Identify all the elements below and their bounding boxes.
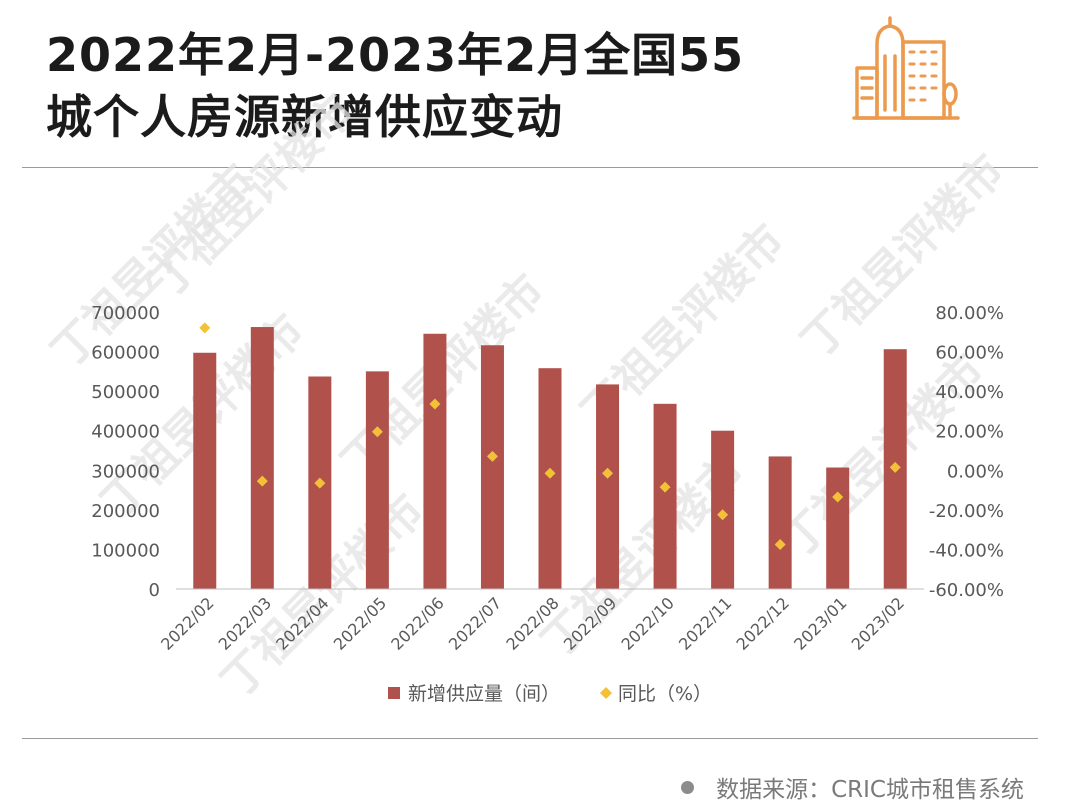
chart-title: 2022年2月-2023年2月全国55 城个人房源新增供应变动 [46,24,744,148]
yoy-marker-2022/09 [602,467,614,479]
x-tick-label: 2023/01 [790,593,850,653]
bar-2022/09 [596,384,620,589]
y-right-tick-label: 80.00% [935,303,1004,324]
title-line-2: 城个人房源新增供应变动 [46,90,563,144]
yoy-marker-2022/03 [256,475,268,487]
y-right-tick-label: -40.00% [929,540,1004,561]
source-text: 数据来源：CRIC城市租售系统 [716,777,1024,803]
bar-series [193,327,907,589]
y-left-tick-label: 500000 [91,382,160,403]
y-right-tick-label: 20.00% [935,422,1004,443]
yoy-marker-2022/07 [486,450,498,462]
bar-2022/05 [365,371,389,589]
yoy-marker-2022/11 [717,509,729,521]
yoy-marker-2022/12 [774,538,786,550]
bar-2023/01 [826,467,850,589]
source-note: 数据来源：CRIC城市租售系统 [681,770,1024,804]
title-line-1: 2022年2月-2023年2月全国55 [46,28,745,82]
yoy-marker-2023/01 [832,491,844,503]
yoy-marker-2022/10 [659,481,671,493]
x-tick-label: 2022/07 [445,593,505,653]
bar-2022/07 [480,345,504,589]
y-axis-right-ticks: -60.00% -40.00% -20.00% 0.00% 20.00% 40.00% 60… [929,303,1004,601]
legend-marker-swatch [600,687,612,699]
y-left-tick-label: 700000 [91,303,160,324]
y-right-tick-label: 0.00% [947,461,1004,482]
yoy-marker-2022/04 [314,477,326,489]
legend: 新增供应量（间） 同比（%） [388,683,712,705]
yoy-marker-2022/05 [371,426,383,438]
y-axis-left-ticks: 0 100000 200000 300000 400000 500000 600000 700… [91,303,160,601]
x-tick-label: 2022/11 [675,593,735,653]
y-left-tick-label: 200000 [91,501,160,522]
y-right-tick-label: 40.00% [935,382,1004,403]
x-tick-label: 2022/02 [157,593,217,653]
y-left-tick-label: 300000 [91,461,160,482]
bar-2022/03 [250,327,274,589]
yoy-series [199,322,901,550]
watermark-text: 丁祖昱评楼市 [772,345,995,568]
legend-bar-label: 新增供应量（间） [408,683,560,705]
bar-2022/10 [653,403,677,589]
x-tick-label: 2022/06 [387,593,447,653]
legend-bar-swatch [388,687,400,699]
yoy-marker-2023/02 [889,461,901,473]
watermark-text: 丁祖昱评楼市 [792,145,1015,368]
city-buildings-icon [852,16,960,120]
yoy-marker-2022/02 [199,322,211,334]
legend-marker-label: 同比（%） [618,683,712,705]
y-left-tick-label: 600000 [91,343,160,364]
bar-2022/06 [423,333,447,589]
circle-bullet-icon [681,780,695,794]
x-tick-label: 2022/12 [733,593,793,653]
yoy-marker-2022/08 [544,467,556,479]
y-right-tick-label: 60.00% [935,343,1004,364]
y-right-tick-label: -20.00% [929,501,1004,522]
y-right-tick-label: -60.00% [929,580,1004,601]
bottom-divider [22,738,1038,739]
bar-2022/12 [768,456,792,589]
top-divider [22,167,1038,168]
y-left-tick-label: 100000 [91,540,160,561]
y-left-tick-label: 400000 [91,422,160,443]
x-tick-label: 2023/02 [848,593,908,653]
y-left-tick-label: 0 [149,580,160,601]
watermark-text: 丁祖昱评楼市 [142,85,365,308]
bar-2022/02 [193,352,217,589]
yoy-marker-2022/06 [429,398,441,410]
